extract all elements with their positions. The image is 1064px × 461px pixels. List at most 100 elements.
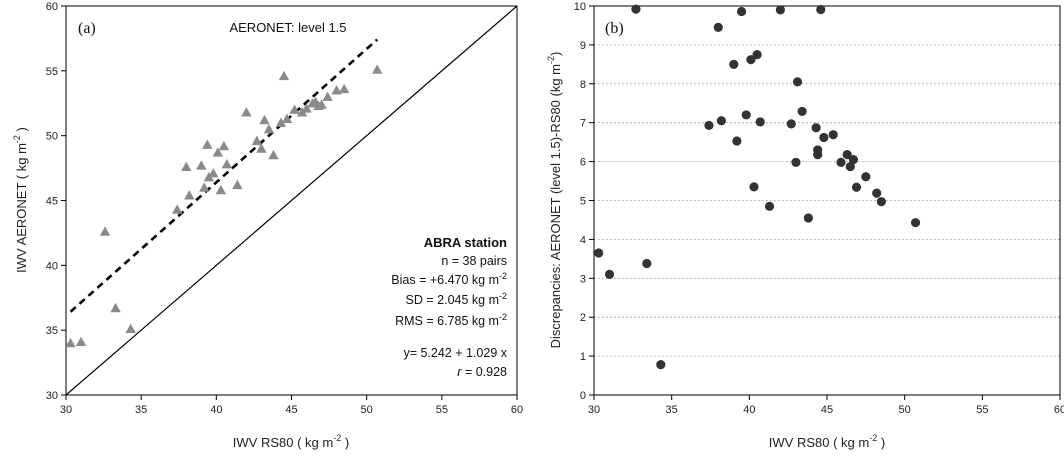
- panel-a-ytick-label: 35: [46, 325, 58, 337]
- panel-a-ytick-label: 30: [46, 390, 58, 402]
- panel-b-ylabel-tail: ): [548, 52, 563, 56]
- panel-b-circle-point: [749, 182, 759, 192]
- panel-b-circle-point: [736, 6, 747, 17]
- panel-b-circle-point: [861, 172, 871, 182]
- panel-b-ytick-label: 4: [580, 234, 586, 246]
- stats-sd: SD = 2.045 kg m-2: [406, 291, 507, 307]
- panel-b-ytick-label: 9: [580, 40, 586, 52]
- panel-b-ylabel: Discrepancies: AERONET (level 1.5)-RS80 …: [546, 52, 563, 349]
- panel-b-circle-point: [811, 123, 821, 133]
- panel-b-circle-point: [594, 248, 604, 258]
- panel-b-xtick-label: 45: [821, 404, 833, 416]
- panel-a-xtick-label: 55: [436, 404, 448, 416]
- stats-rms: RMS = 6.785 kg m-2: [395, 312, 507, 328]
- panel-b-circle-point: [819, 132, 829, 143]
- panel-a-triangle-point: [184, 190, 195, 200]
- panel-a-triangle-point: [338, 83, 350, 94]
- panel-a-letter: (a): [78, 20, 96, 37]
- panel-b-circle-point: [656, 360, 666, 370]
- panel-a-triangle-point: [215, 184, 227, 195]
- panel-a-triangle-point: [263, 123, 275, 134]
- panel-a-ytick-label: 45: [46, 196, 58, 208]
- panel-a-xtick-label: 50: [361, 404, 373, 416]
- panel-a-triangle-point: [301, 103, 312, 113]
- panel-b-circle-point: [845, 162, 855, 172]
- panel-b-circle-point: [848, 155, 859, 165]
- panel-b-ytick-label: 0: [580, 390, 586, 402]
- panel-a-triangle-point: [181, 161, 192, 171]
- panel-b-ytick-label: 8: [580, 79, 586, 91]
- panel-b-circle-point: [791, 157, 801, 167]
- panel-a-triangle-point: [278, 70, 290, 81]
- panel-a-triangle-point: [251, 135, 263, 146]
- stats-rms-sup: -2: [499, 312, 507, 322]
- panel-b-grid: [594, 5, 1060, 357]
- panel-a-triangle-point: [196, 160, 207, 170]
- panel-b-circle-point: [803, 213, 813, 223]
- panel-a-triangle-point: [212, 147, 224, 157]
- stats-r-symbol: r: [457, 365, 462, 379]
- panel-b-circle-point: [842, 149, 852, 160]
- panel-b-ytick-label: 2: [580, 312, 586, 324]
- panel-b-ytick-label: 10: [574, 1, 586, 13]
- regression-fit-line: [69, 38, 379, 313]
- panel-a-triangle-point: [241, 107, 252, 117]
- panel-b-circle-point: [797, 106, 807, 117]
- panel-a-triangle-point: [125, 323, 136, 334]
- panel-a-triangle-point: [259, 114, 270, 125]
- panel-a-ylabel-main: IWV AERONET ( kg m: [14, 143, 29, 273]
- panel-a-stats: ABRA station n = 38 pairs Bias = +6.470 …: [391, 235, 507, 379]
- panel-b-ytick-label: 5: [580, 196, 586, 208]
- panel-b-xtick-label: 50: [899, 404, 911, 416]
- panel-b-circle-point: [716, 116, 726, 126]
- panel-b-circle-point: [741, 110, 751, 120]
- panel-b-ylabel-sup: -2: [546, 56, 556, 64]
- stats-sd-main: SD = 2.045 kg m: [406, 293, 499, 307]
- panel-b-ylabel-main: Discrepancies: AERONET (level 1.5)-RS80 …: [548, 64, 563, 348]
- panel-b-circle-point: [816, 4, 826, 15]
- panel-b-circle-point: [746, 55, 756, 65]
- stats-bias: Bias = +6.470 kg m-2: [391, 271, 507, 287]
- panel-b-circle-point: [729, 59, 739, 69]
- panel-a: 30 35 40 45 50 55 60 30 35 40 45 50 55 60 (a) AERONET…: [12, 1, 523, 450]
- panel-a-triangle-point: [322, 91, 333, 101]
- panel-b-xtick-label: 35: [666, 404, 678, 416]
- panel-a-ylabel-tail: ): [14, 127, 29, 135]
- panel-b-circle-point: [792, 77, 803, 87]
- panel-b-circle-point: [828, 130, 838, 140]
- panel-a-triangle-point: [331, 85, 342, 95]
- panel-a-xlabel-tail: ): [341, 435, 349, 450]
- panel-b-letter: (b): [605, 20, 624, 37]
- panel-a-xlabel: IWV RS80 ( kg m-2 ): [233, 433, 349, 450]
- panel-b-xtick-label: 55: [976, 404, 988, 416]
- panel-b-ytick-label: 1: [580, 351, 586, 363]
- panel-b-xtick-label: 30: [588, 404, 600, 416]
- panel-b-circle-point: [813, 149, 823, 160]
- panel-b-ytick-label: 7: [580, 118, 586, 130]
- panel-a-triangle-point: [199, 182, 210, 192]
- panel-a-triangle-point: [256, 143, 267, 153]
- panel-b-circle-point: [764, 201, 775, 211]
- stats-sd-sup: -2: [499, 291, 507, 301]
- panel-a-triangle-point: [172, 204, 183, 214]
- panel-a-ytick-label: 40: [46, 260, 58, 272]
- panel-a-ytick-label: 55: [46, 66, 58, 78]
- panel-a-ylabel-sup: -2: [12, 135, 22, 143]
- panel-b-circle-point: [604, 269, 615, 280]
- panel-a-xtick-label: 40: [210, 404, 222, 416]
- panel-b-circle-point: [836, 157, 846, 167]
- panel-a-ylabel: IWV AERONET ( kg m-2 ): [12, 127, 29, 273]
- panel-a-triangle-point: [289, 104, 300, 114]
- panel-a-triangle-point: [75, 336, 87, 346]
- panel-a-triangle-point: [316, 99, 327, 109]
- panel-b-xlabel-tail: ): [877, 435, 885, 450]
- panel-a-xtick-label: 30: [60, 404, 72, 416]
- panel-a-triangle-point: [275, 117, 287, 127]
- panel-b-xlabel: IWV RS80 ( kg m-2 ): [769, 433, 885, 450]
- panel-a-xlabel-sup: -2: [333, 433, 341, 443]
- panel-b-ytick-label: 6: [580, 157, 586, 169]
- panel-a-points: [65, 64, 383, 348]
